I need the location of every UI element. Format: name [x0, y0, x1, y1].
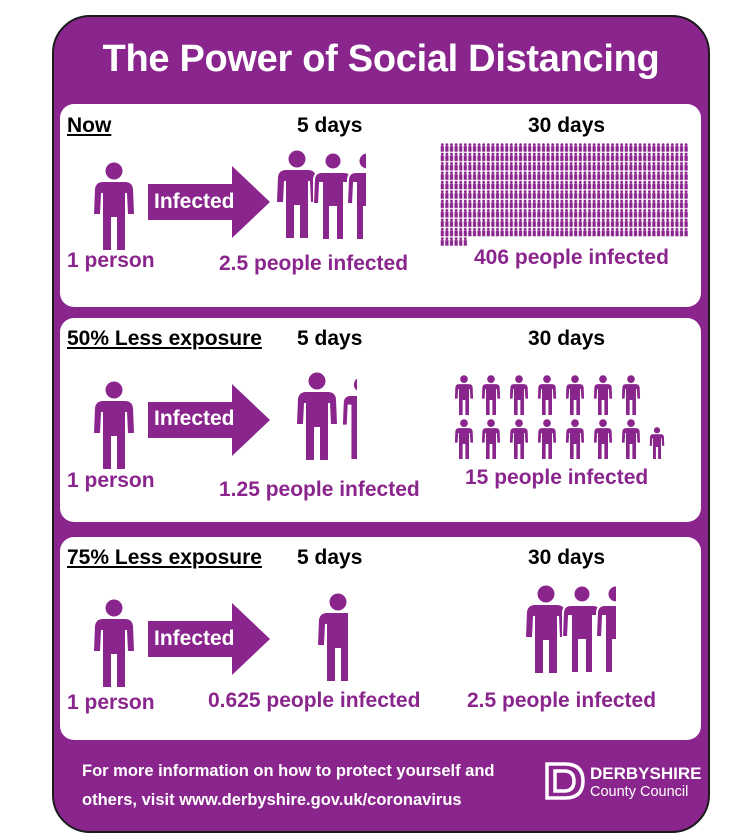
section-now-start-caption: 1 person: [67, 249, 155, 272]
section-now-30day-caption: 406 people infected: [474, 246, 669, 269]
infected-arrow-icon: [148, 166, 270, 238]
footer-info-line-1: For more information on how to protect y…: [82, 762, 495, 780]
section-50-start-caption: 1 person: [67, 469, 155, 492]
derbyshire-d-logo-icon: [545, 762, 585, 800]
section-label-50: 50% Less exposure: [67, 327, 262, 350]
section-75-start-caption: 1 person: [67, 691, 155, 714]
section-75-30days-label: 30 days: [528, 546, 606, 569]
section-75-5days-label: 5 days: [297, 546, 363, 569]
person-icon: [94, 162, 134, 250]
section-50-30day-people-icon: [454, 375, 665, 459]
section-label-75: 75% Less exposure: [67, 546, 262, 569]
page-title: The Power of Social Distancing: [102, 38, 660, 80]
section-now-5day-people-icon: [277, 150, 366, 240]
logo-name: DERBYSHIRE: [590, 764, 702, 783]
section-75-30day-caption: 2.5 people infected: [467, 689, 657, 712]
section-now-30day-crowd-icon: [440, 143, 688, 247]
section-50-5day-people-icon: [297, 372, 357, 460]
section-75-5day-caption: 0.625 people infected: [208, 689, 421, 712]
section-50-30days-label: 30 days: [528, 327, 606, 350]
infected-arrow-label: Infected: [154, 627, 235, 650]
infected-arrow-icon: [148, 603, 270, 675]
infected-arrow-icon: [148, 384, 270, 456]
section-now-5days-label: 5 days: [297, 114, 363, 137]
infected-arrow-label: Infected: [154, 190, 235, 213]
section-50-30day-caption: 15 people infected: [465, 466, 649, 489]
section-75-5day-person-icon: [318, 593, 348, 681]
section-50-5day-caption: 1.25 people infected: [219, 478, 420, 501]
section-now-30days-label: 30 days: [528, 114, 606, 137]
section-now-5day-caption: 2.5 people infected: [219, 252, 409, 275]
person-icon: [94, 381, 134, 469]
section-75-30day-people-icon: [526, 585, 616, 673]
section-50-5days-label: 5 days: [297, 327, 363, 350]
logo-subtitle: County Council: [590, 784, 689, 800]
infected-arrow-label: Infected: [154, 407, 235, 430]
footer-info-line-2: others, visit www.derbyshire.gov.uk/coro…: [82, 791, 462, 809]
section-label-now: Now: [67, 114, 112, 137]
person-icon: [94, 599, 134, 687]
